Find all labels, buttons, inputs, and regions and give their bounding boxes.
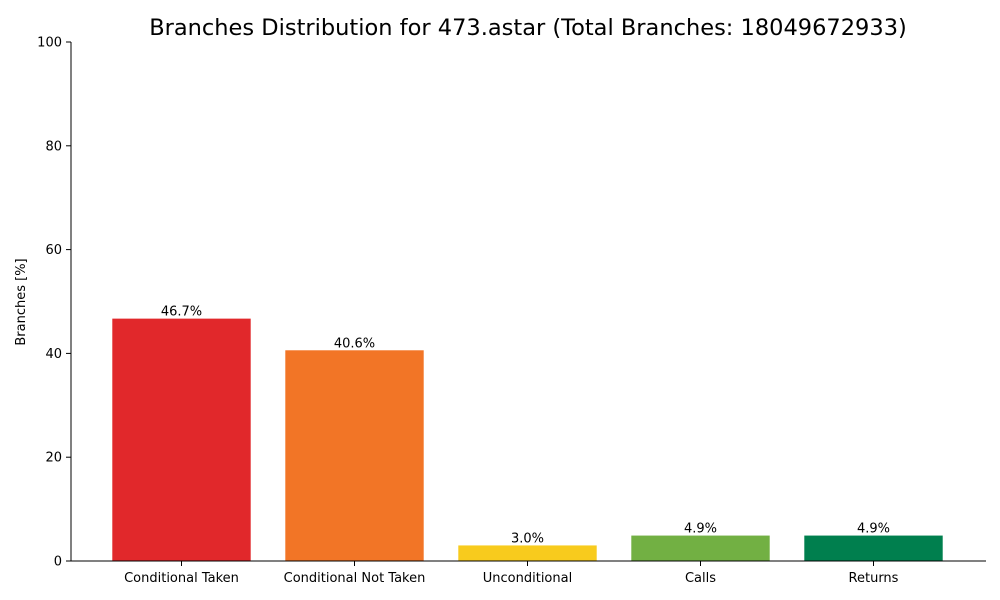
chart-title: Branches Distribution for 473.astar (Tot… (149, 15, 907, 41)
y-tick-label: 80 (45, 139, 62, 154)
x-tick-label: Calls (685, 571, 716, 586)
bar-returns (804, 535, 943, 561)
y-tick-label: 100 (37, 36, 62, 51)
data-label: 3.0% (511, 531, 544, 546)
bar-conditional-not-taken (285, 350, 424, 561)
bar-conditional-taken (112, 318, 251, 561)
y-tick-label: 0 (54, 555, 62, 570)
x-tick-label: Conditional Not Taken (284, 571, 426, 586)
x-tick-label: Unconditional (483, 571, 572, 586)
bar-unconditional (458, 545, 597, 561)
x-tick-label: Conditional Taken (124, 571, 239, 586)
data-label: 4.9% (684, 522, 717, 537)
bar-calls (631, 535, 770, 561)
plot-area: 0 20 40 60 80 100 46.7% Conditional Taken 40.6% C… (37, 36, 943, 586)
data-label: 4.9% (857, 522, 890, 537)
y-tick-label: 60 (45, 243, 62, 258)
y-tick-label: 20 (45, 451, 62, 466)
data-label: 40.6% (334, 336, 375, 351)
data-label: 46.7% (161, 305, 202, 320)
y-axis-label: Branches [%] (14, 258, 29, 345)
x-tick-label: Returns (849, 571, 899, 586)
y-tick-label: 40 (45, 347, 62, 362)
